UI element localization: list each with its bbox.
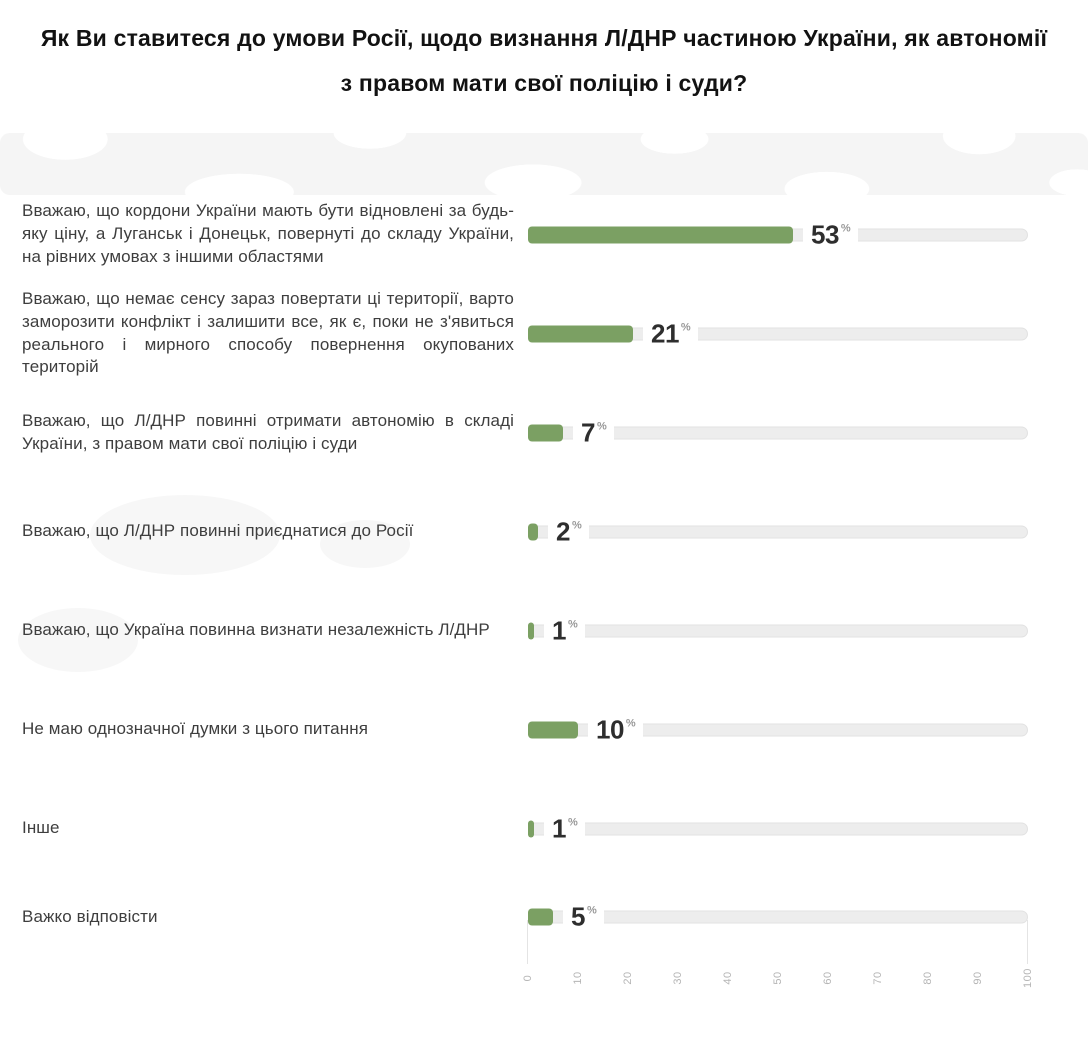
category-label: Вважаю, що немає сенсу зараз повертати ц… xyxy=(22,288,514,377)
value-number: 1 xyxy=(552,615,566,646)
category-label: Вважаю, що Л/ДНР повинні приєднатися до … xyxy=(22,521,414,541)
x-axis-tick-label: 20 xyxy=(622,971,634,985)
bar-area: 10% xyxy=(528,715,1028,745)
value-label: 1% xyxy=(544,615,586,646)
value-number: 21 xyxy=(651,318,679,349)
category-label: Вважаю, що Л/ДНР повинні отримати автоно… xyxy=(22,410,514,453)
x-axis-tick-label: 60 xyxy=(822,971,834,985)
percent-sign: % xyxy=(567,618,578,631)
chart-row: Інше 1% xyxy=(0,779,1088,878)
value-label: 53% xyxy=(803,219,859,250)
watermark-blob xyxy=(90,495,280,575)
value-number: 53 xyxy=(811,219,839,250)
bar xyxy=(528,721,578,738)
value-number: 2 xyxy=(556,516,570,547)
bar-chart: Вважаю, що кордони України мають бути ві… xyxy=(0,185,1088,956)
x-axis-tick-label: 80 xyxy=(922,971,934,985)
value-number: 7 xyxy=(581,417,595,448)
x-axis-tick-label: 10 xyxy=(572,971,584,985)
chart-title: Як Ви ставитеся до умови Росії, щодо виз… xyxy=(40,25,1048,96)
bar-area: 5% xyxy=(528,902,1028,932)
chart-row: Вважаю, що Л/ДНР повинні приєднатися до … xyxy=(0,482,1088,581)
bar xyxy=(528,523,538,540)
percent-sign: % xyxy=(680,321,691,334)
bar-area: 21% xyxy=(528,319,1028,349)
x-axis-tick-label: 90 xyxy=(972,971,984,985)
percent-sign: % xyxy=(625,717,636,730)
value-label: 21% xyxy=(643,318,699,349)
x-axis-tick-label: 30 xyxy=(672,971,684,985)
value-label: 10% xyxy=(588,714,644,745)
value-number: 1 xyxy=(552,813,566,844)
watermark-blob xyxy=(18,608,138,672)
bar xyxy=(528,820,534,837)
percent-sign: % xyxy=(840,222,851,235)
chart-row: Вважаю, що кордони України мають бути ві… xyxy=(0,185,1088,284)
value-number: 5 xyxy=(571,901,585,932)
axis-border-right xyxy=(1027,920,1028,964)
x-axis-tick-label: 100 xyxy=(1022,968,1034,988)
x-axis-tick-label: 50 xyxy=(772,971,784,985)
bar xyxy=(528,908,553,926)
category-label: Не маю однозначної думки з цього питання xyxy=(22,719,369,739)
chart-row: Не маю однозначної думки з цього питання… xyxy=(0,680,1088,779)
bar-track xyxy=(528,525,1028,538)
axis-border-left xyxy=(527,920,528,964)
value-label: 7% xyxy=(573,417,615,448)
chart-row: Вважаю, що немає сенсу зараз повертати ц… xyxy=(0,284,1088,383)
bar xyxy=(528,622,534,639)
chart-row: Важко відповісти 5% xyxy=(0,878,1088,956)
value-number: 10 xyxy=(596,714,624,745)
category-label: Вважаю, що кордони України мають бути ві… xyxy=(22,201,514,266)
bar xyxy=(528,424,563,441)
bar-track xyxy=(528,822,1028,835)
x-axis: 0 10 20 30 40 50 60 70 80 90 100 xyxy=(522,958,1034,1018)
percent-sign: % xyxy=(596,420,607,433)
percent-sign: % xyxy=(567,816,578,829)
value-label: 2% xyxy=(548,516,590,547)
chart-row: Вважаю, що Україна повинна визнати незал… xyxy=(0,581,1088,680)
watermark-camo-band xyxy=(0,133,1088,195)
bar xyxy=(528,325,633,342)
bar xyxy=(528,226,793,243)
bar-area: 1% xyxy=(528,616,1028,646)
value-label: 5% xyxy=(563,901,605,932)
category-label: Важко відповісти xyxy=(22,906,158,926)
bar-track xyxy=(528,624,1028,637)
category-label: Вважаю, що Україна повинна визнати незал… xyxy=(22,620,490,640)
bar-area: 7% xyxy=(528,418,1028,448)
category-label: Інше xyxy=(22,818,60,838)
bar-area: 53% xyxy=(528,220,1028,250)
percent-sign: % xyxy=(571,519,582,532)
value-label: 1% xyxy=(544,813,586,844)
percent-sign: % xyxy=(586,904,597,917)
bar-area: 2% xyxy=(528,517,1028,547)
x-axis-tick-label: 0 xyxy=(522,974,534,982)
chart-row: Вважаю, що Л/ДНР повинні отримати автоно… xyxy=(0,383,1088,482)
watermark-blob xyxy=(320,520,410,568)
bar-area: 1% xyxy=(528,814,1028,844)
x-axis-tick-label: 40 xyxy=(722,971,734,985)
x-axis-tick-label: 70 xyxy=(872,971,884,985)
